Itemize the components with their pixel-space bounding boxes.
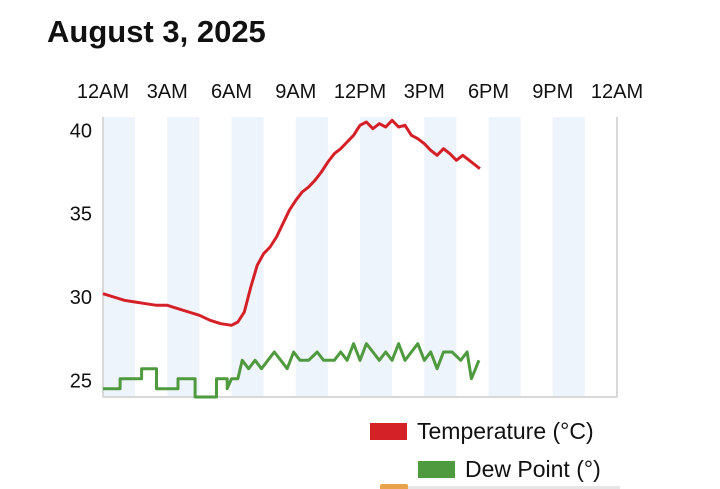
legend-item-temperature[interactable]: Temperature (°C) <box>370 412 601 450</box>
legend-swatch-temperature <box>370 422 407 440</box>
series-line-temperature <box>102 118 481 327</box>
x-tick-label: 12PM <box>334 81 386 103</box>
grid-stripe <box>552 117 585 397</box>
grid-stripe <box>295 117 328 397</box>
x-tick-label: 6PM <box>468 81 509 103</box>
y-axis-ticks: 25 30 35 40 <box>70 120 92 392</box>
grid-stripe <box>231 117 264 397</box>
grid-stripe <box>424 117 457 397</box>
x-tick-label: 12AM <box>591 81 643 103</box>
legend-label-temperature: Temperature (°C) <box>417 417 594 444</box>
grid-stripe <box>488 117 521 397</box>
y-tick-label: 40 <box>70 120 92 142</box>
x-tick-label: 3PM <box>404 81 445 103</box>
legend-label-dew-point: Dew Point (°) <box>465 455 601 482</box>
bottom-marker <box>380 484 408 489</box>
x-tick-label: 6AM <box>211 81 252 103</box>
x-tick-label: 9AM <box>275 81 316 103</box>
x-tick-label: 3AM <box>147 81 188 103</box>
chart-grid-stripes <box>103 117 585 397</box>
chart-legend: Temperature (°C) Dew Point (°) <box>370 412 601 488</box>
legend-item-dew-point[interactable]: Dew Point (°) <box>370 450 601 488</box>
x-tick-label: 12AM <box>77 81 129 103</box>
x-tick-label: 9PM <box>532 81 573 103</box>
grid-stripe <box>167 117 200 397</box>
chart-series <box>102 118 481 399</box>
page-title: August 3, 2025 <box>47 14 266 49</box>
x-axis-ticks: 12AM 3AM 6AM 9AM 12PM 3PM 6PM 9PM 12AM <box>77 81 643 103</box>
grid-stripe <box>103 117 136 397</box>
chart-axes <box>102 117 618 398</box>
bottom-divider <box>380 486 620 489</box>
series-line-dew-point <box>103 342 481 399</box>
y-tick-label: 25 <box>70 370 92 392</box>
y-tick-label: 30 <box>70 287 92 309</box>
y-tick-label: 35 <box>70 204 92 226</box>
legend-swatch-dew-point <box>418 460 455 478</box>
